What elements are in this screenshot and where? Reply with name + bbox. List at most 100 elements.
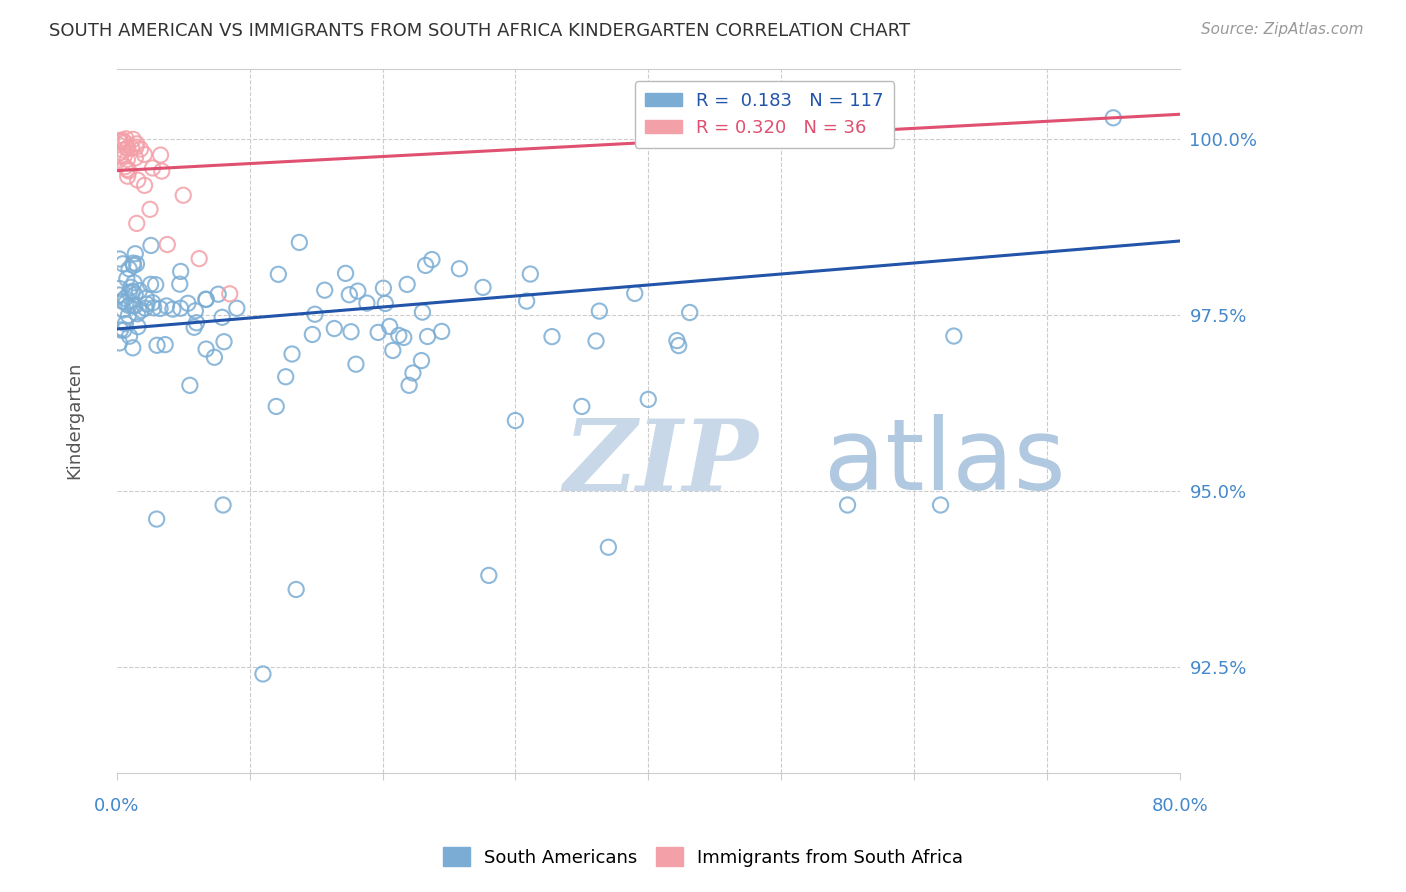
Text: Source: ZipAtlas.com: Source: ZipAtlas.com	[1201, 22, 1364, 37]
Point	[107, 137, 129, 152]
Point	[942, 329, 965, 343]
Point	[139, 238, 162, 252]
Point	[117, 169, 139, 184]
Point	[120, 280, 142, 294]
Point	[637, 392, 659, 407]
Point	[108, 252, 131, 266]
Point	[111, 133, 134, 147]
Point	[225, 301, 247, 316]
Point	[340, 325, 363, 339]
Point	[665, 334, 688, 348]
Point	[188, 252, 211, 266]
Point	[118, 285, 141, 300]
Point	[288, 235, 311, 250]
Point	[139, 277, 162, 292]
Point	[396, 277, 419, 292]
Point	[177, 296, 200, 310]
Point	[519, 267, 541, 281]
Point	[121, 141, 143, 155]
Point	[668, 338, 690, 352]
Point	[111, 294, 134, 309]
Point	[679, 305, 702, 319]
Point	[541, 329, 564, 343]
Point	[125, 136, 148, 151]
Point	[115, 272, 138, 286]
Point	[118, 261, 141, 276]
Point	[374, 296, 396, 310]
Point	[430, 325, 453, 339]
Point	[111, 257, 134, 271]
Point	[162, 302, 184, 317]
Point	[420, 252, 443, 267]
Point	[267, 268, 290, 282]
Point	[114, 291, 136, 305]
Point	[207, 287, 229, 301]
Point	[169, 277, 191, 292]
Point	[114, 296, 136, 310]
Point	[122, 259, 145, 273]
Point	[323, 321, 346, 335]
Text: atlas: atlas	[824, 414, 1066, 511]
Point	[117, 141, 139, 155]
Point	[347, 284, 370, 298]
Point	[149, 148, 172, 162]
Point	[124, 287, 146, 301]
Text: SOUTH AMERICAN VS IMMIGRANTS FROM SOUTH AFRICA KINDERGARTEN CORRELATION CHART: SOUTH AMERICAN VS IMMIGRANTS FROM SOUTH …	[49, 22, 910, 40]
Point	[134, 147, 156, 161]
Point	[108, 281, 131, 295]
Point	[478, 568, 501, 582]
Text: 80.0%: 80.0%	[1152, 797, 1208, 815]
Point	[929, 498, 952, 512]
Point	[114, 136, 136, 150]
Point	[150, 164, 173, 178]
Point	[186, 316, 208, 330]
Point	[122, 132, 145, 146]
Point	[281, 347, 304, 361]
Point	[145, 277, 167, 292]
Point	[121, 299, 143, 313]
Point	[134, 301, 156, 316]
Point	[117, 309, 139, 323]
Point	[388, 328, 411, 343]
Legend: R =  0.183   N = 117, R = 0.320   N = 36: R = 0.183 N = 117, R = 0.320 N = 36	[634, 81, 894, 148]
Point	[1102, 111, 1125, 125]
Point	[145, 512, 167, 526]
Point	[134, 178, 156, 193]
Point	[108, 288, 131, 302]
Point	[127, 307, 149, 321]
Point	[114, 148, 136, 162]
Point	[142, 301, 165, 315]
Point	[118, 299, 141, 313]
Point	[114, 160, 136, 174]
Point	[125, 140, 148, 154]
Point	[212, 498, 235, 512]
Point	[179, 378, 201, 392]
Point	[146, 338, 169, 352]
Point	[184, 303, 207, 318]
Point	[598, 540, 620, 554]
Point	[117, 153, 139, 167]
Point	[127, 319, 149, 334]
Point	[837, 498, 859, 512]
Point	[115, 132, 138, 146]
Point	[153, 337, 176, 351]
Point	[110, 149, 132, 163]
Point	[112, 302, 135, 317]
Point	[117, 141, 139, 155]
Point	[588, 304, 610, 318]
Point	[118, 329, 141, 343]
Point	[301, 327, 323, 342]
Point	[195, 342, 218, 356]
Point	[121, 285, 143, 299]
Point	[367, 326, 389, 340]
Point	[169, 301, 191, 316]
Point	[623, 286, 645, 301]
Point	[122, 276, 145, 290]
Text: ZIP: ZIP	[564, 415, 758, 511]
Point	[392, 330, 415, 344]
Point	[114, 317, 136, 331]
Point	[381, 343, 404, 358]
Point	[156, 237, 179, 252]
Point	[415, 259, 437, 273]
Point	[108, 133, 131, 147]
